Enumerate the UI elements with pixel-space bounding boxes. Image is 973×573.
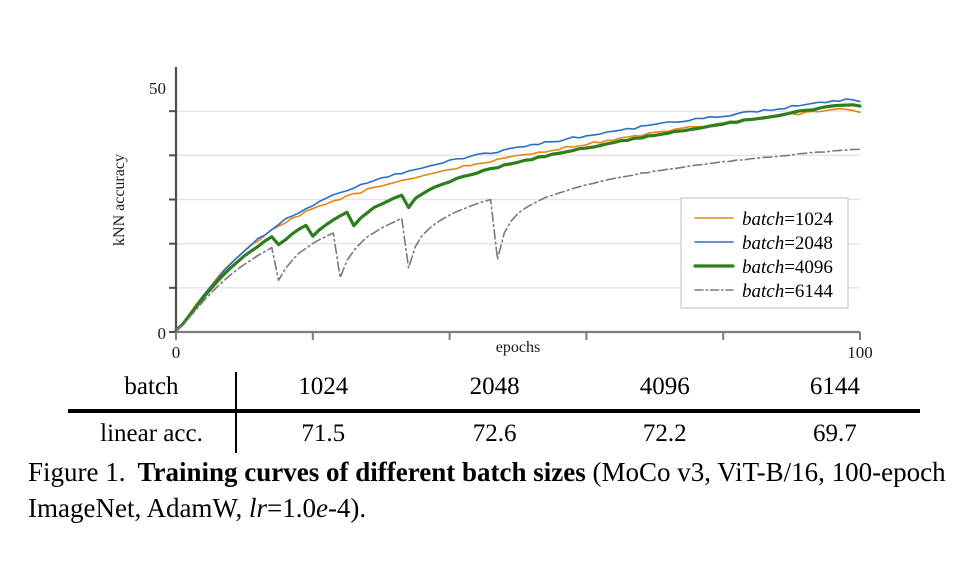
table-header-cell-0: 1024 [298, 373, 349, 400]
table-row-label: linear acc. [68, 410, 237, 453]
table-cell-3: 69.7 [813, 419, 857, 447]
caption-figure-number: Figure 1. [28, 457, 126, 487]
table-cell-2: 72.2 [642, 419, 687, 447]
legend-box [680, 197, 849, 309]
x-tick-label-0: 0 [172, 343, 181, 362]
legend-var-1024: batch [742, 209, 784, 230]
linear-accuracy-table: batch 1024 2048 4096 6144 linear acc. 71… [68, 372, 920, 453]
x-axis-title: epochs [496, 339, 540, 356]
caption-detail-line2: ViT-B/16, 100-epoch ImageNet, AdamW, [28, 457, 946, 523]
legend-value-4096: =4096 [784, 257, 833, 278]
table-header-cell-1: 2048 [469, 373, 520, 400]
table-header-row: batch 1024 2048 4096 6144 [68, 372, 920, 411]
y-axis-title: kNN accuracy [111, 154, 128, 246]
chart-svg: 50 0 0 100 kNN accuracy epochs batch=102… [111, 67, 873, 362]
legend-value-1024: =1024 [784, 209, 833, 230]
legend-label-6144: batch=6144 [742, 281, 833, 302]
table-header-cell-2: 4096 [639, 373, 690, 400]
legend-var-6144: batch [742, 281, 784, 302]
series-line-4096 [174, 103, 862, 332]
series-line-6144 [175, 148, 861, 332]
legend-value-2048: =2048 [784, 233, 833, 254]
chart-series-group [174, 98, 862, 332]
y-tick-label-0: 0 [158, 324, 167, 343]
training-curves-chart: 50 0 0 100 kNN accuracy epochs batch=102… [111, 67, 873, 362]
legend-var-4096: batch [742, 257, 784, 278]
caption-lr-symbol: lr [248, 492, 267, 523]
table-header-cell-3: 6144 [809, 373, 860, 400]
y-tick-label-50: 50 [149, 79, 166, 98]
caption-title: Training curves of different batch sizes [137, 457, 586, 487]
legend-label-2048: batch=2048 [742, 233, 833, 254]
figure-caption: Figure 1. Training curves of different ba… [28, 455, 952, 527]
caption-detail-open: (MoCo v3, [592, 457, 711, 487]
caption-lr-value: =1.0 [266, 492, 316, 523]
caption-exponent-symbol: e [315, 492, 328, 523]
x-tick-label-100: 100 [847, 343, 873, 362]
results-table: batch 1024 2048 4096 6144 linear acc. 71… [68, 372, 920, 453]
table-cell-1: 72.6 [472, 419, 517, 447]
legend-value-6144: =6144 [784, 281, 833, 302]
caption-detail-tail: -4). [327, 492, 367, 523]
table-header-label: batch [68, 372, 237, 411]
legend-label-1024: batch=1024 [742, 209, 833, 230]
table-cell-0: 71.5 [301, 419, 346, 447]
series-line-2048 [175, 98, 861, 332]
legend-var-2048: batch [742, 233, 784, 254]
y-axis-ticks [169, 110, 176, 333]
x-axis-ticks [175, 332, 861, 340]
legend-label-4096: batch=4096 [742, 257, 833, 278]
table-row: linear acc. 71.5 72.6 72.2 69.7 [68, 410, 920, 453]
